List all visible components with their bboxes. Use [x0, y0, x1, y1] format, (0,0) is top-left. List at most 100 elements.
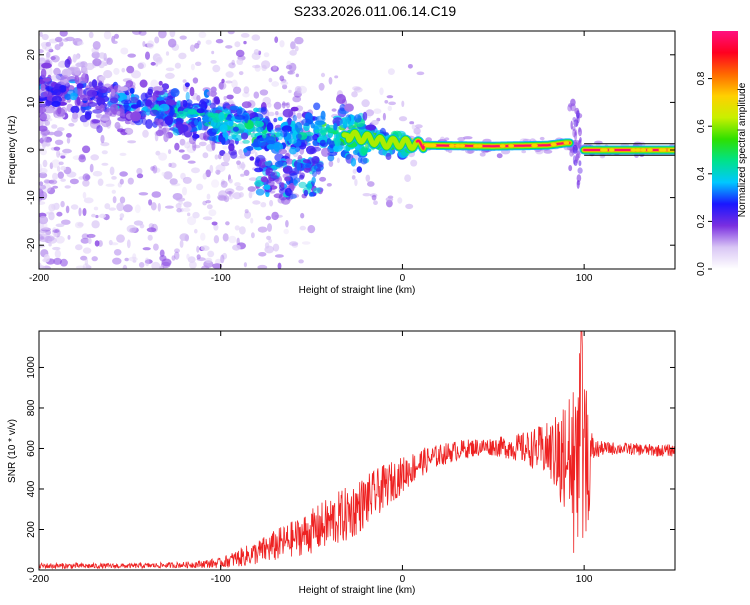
spectrogram-noise-blob — [78, 155, 86, 163]
spectrogram-noise-blob — [152, 165, 158, 174]
spectrogram-noise-blob — [239, 154, 247, 159]
spectrogram-band-blob — [228, 139, 235, 146]
spectrogram-band-blob — [385, 152, 392, 160]
spectrogram-noise-blob — [112, 196, 117, 204]
spectrogram-noise-blob — [155, 55, 163, 65]
spectrogram-noise-blob — [103, 31, 112, 40]
spectrogram-noise-blob — [99, 213, 106, 219]
spectrogram-band-blob — [278, 148, 288, 155]
spectrogram-spike-blob — [568, 165, 573, 172]
spectrogram-band-blob — [333, 144, 343, 152]
spectrogram-band-blob — [267, 102, 272, 108]
spectrogram-ridge-node — [425, 143, 432, 147]
spectrogram-noise-blob — [88, 31, 94, 39]
spectrogram-noise-blob — [176, 208, 182, 213]
spectrogram-band-blob — [344, 103, 354, 112]
spectrogram-noise-blob — [146, 227, 157, 233]
spectrogram-noise-blob — [261, 60, 271, 69]
spectrogram-band-blob — [197, 121, 202, 131]
spectrogram-spike-blob — [578, 127, 582, 137]
spectrogram-band-blob — [302, 159, 310, 164]
spectrogram-band-blob — [208, 135, 218, 142]
spectrogram-band-blob — [211, 128, 219, 133]
spectrogram-noise-blob — [244, 209, 249, 214]
spectrogram-halo-blob — [479, 152, 486, 157]
spectrogram-band-blob — [234, 115, 246, 120]
spectrogram-noise-blob — [92, 170, 103, 177]
spectrogram-xtick-label: 0 — [400, 273, 406, 284]
spectrogram-band-blob — [293, 179, 299, 186]
spectrogram-noise-blob — [409, 121, 415, 125]
spectrogram-noise-blob — [105, 183, 115, 187]
spectrogram-ytick-label: 0 — [26, 147, 37, 153]
colorbar-ticks: 0.0 0.2 0.4 0.6 0.8 — [696, 71, 712, 276]
spectrogram-noise-blob — [283, 228, 290, 235]
spectrogram-noise-blob — [404, 174, 411, 182]
spectrogram-noise-blob — [153, 167, 161, 173]
spectrogram-band-blob — [336, 94, 346, 104]
spectrogram-noise-blob — [192, 77, 199, 84]
spectrogram-noise-blob — [53, 257, 62, 265]
spectrogram-noise-blob — [45, 41, 51, 47]
spectrogram-noise-blob — [138, 192, 149, 196]
spectrogram-noise-blob — [267, 223, 272, 232]
spectrogram-noise-blob — [85, 174, 91, 180]
spectrogram-band-blob — [371, 119, 379, 126]
spectrogram-noise-blob — [146, 40, 155, 49]
spectrogram-noise-blob — [235, 186, 244, 191]
spectrogram-band-blob — [42, 90, 52, 98]
spectrogram-xtick-label: -100 — [211, 273, 231, 284]
spectrogram-noise-blob — [159, 265, 164, 269]
spectrogram-noise-blob — [53, 232, 58, 238]
spectrogram-noise-blob — [268, 77, 273, 83]
spectrogram-noise-blob — [137, 61, 147, 69]
spectrogram-noise-blob — [269, 199, 274, 207]
spectrogram-noise-blob — [382, 112, 386, 121]
spectrogram-noise-blob — [138, 262, 145, 268]
spectrogram-noise-blob — [385, 197, 394, 202]
spectrogram-noise-blob — [253, 91, 260, 99]
spectrogram-band-blob — [312, 170, 317, 178]
spectrogram-noise-blob — [227, 31, 235, 35]
spectrogram-noise-blob — [221, 78, 225, 84]
snr-ylabel: SNR (10 * v/v) — [7, 419, 18, 483]
spectrogram-band-blob — [39, 112, 47, 122]
spectrogram-band-blob — [362, 111, 368, 121]
spectrogram-band-blob — [264, 160, 272, 166]
spectrogram-band-blob — [69, 92, 78, 101]
spectrogram-noise-blob — [116, 202, 125, 212]
spectrogram-band-blob — [365, 124, 377, 131]
spectrogram-band-blob — [256, 126, 264, 133]
spectrogram-band-blob — [42, 77, 52, 82]
spectrogram-ridge-node — [449, 144, 455, 148]
spectrogram-noise-blob — [240, 161, 245, 171]
spectrogram-noise-blob — [295, 73, 299, 78]
spectrogram-band-blob — [313, 187, 321, 194]
spectrogram-ridge-line — [416, 139, 571, 150]
spectrogram-noise-blob — [189, 44, 196, 52]
spectrogram-band-blob — [57, 105, 62, 115]
spectrogram-noise-blob — [178, 52, 187, 60]
spectrogram-band-blob — [350, 157, 357, 167]
spectrogram-noise-blob — [74, 41, 78, 46]
spectrogram-noise-blob — [180, 172, 186, 180]
spectrogram-noise-blob — [248, 191, 253, 199]
spectrogram-noise-blob — [215, 164, 226, 173]
spectrogram-noise-blob — [157, 202, 161, 212]
spectrogram-band-blob — [316, 161, 324, 168]
spectrogram-noise-blob — [85, 62, 95, 71]
spectrogram-band-blob — [254, 180, 264, 187]
spectrogram-band-blob — [316, 167, 321, 175]
spectrogram-noise-blob — [233, 86, 242, 95]
spectrogram-band-blob — [145, 108, 151, 116]
spectrogram-band-blob — [209, 102, 216, 109]
spectrogram-ridge-node — [608, 148, 615, 152]
spectrogram-halo-blob — [521, 150, 526, 154]
spectrogram-band-blob — [198, 99, 206, 109]
spectrogram-band-blob — [313, 102, 321, 111]
spectrogram-noise-blob — [89, 163, 94, 173]
spectrogram-noise-blob — [52, 185, 59, 189]
spectrogram-ridge-node — [630, 148, 637, 152]
spectrogram-noise-blob — [150, 79, 159, 88]
spectrogram-noise-blob — [103, 70, 113, 79]
